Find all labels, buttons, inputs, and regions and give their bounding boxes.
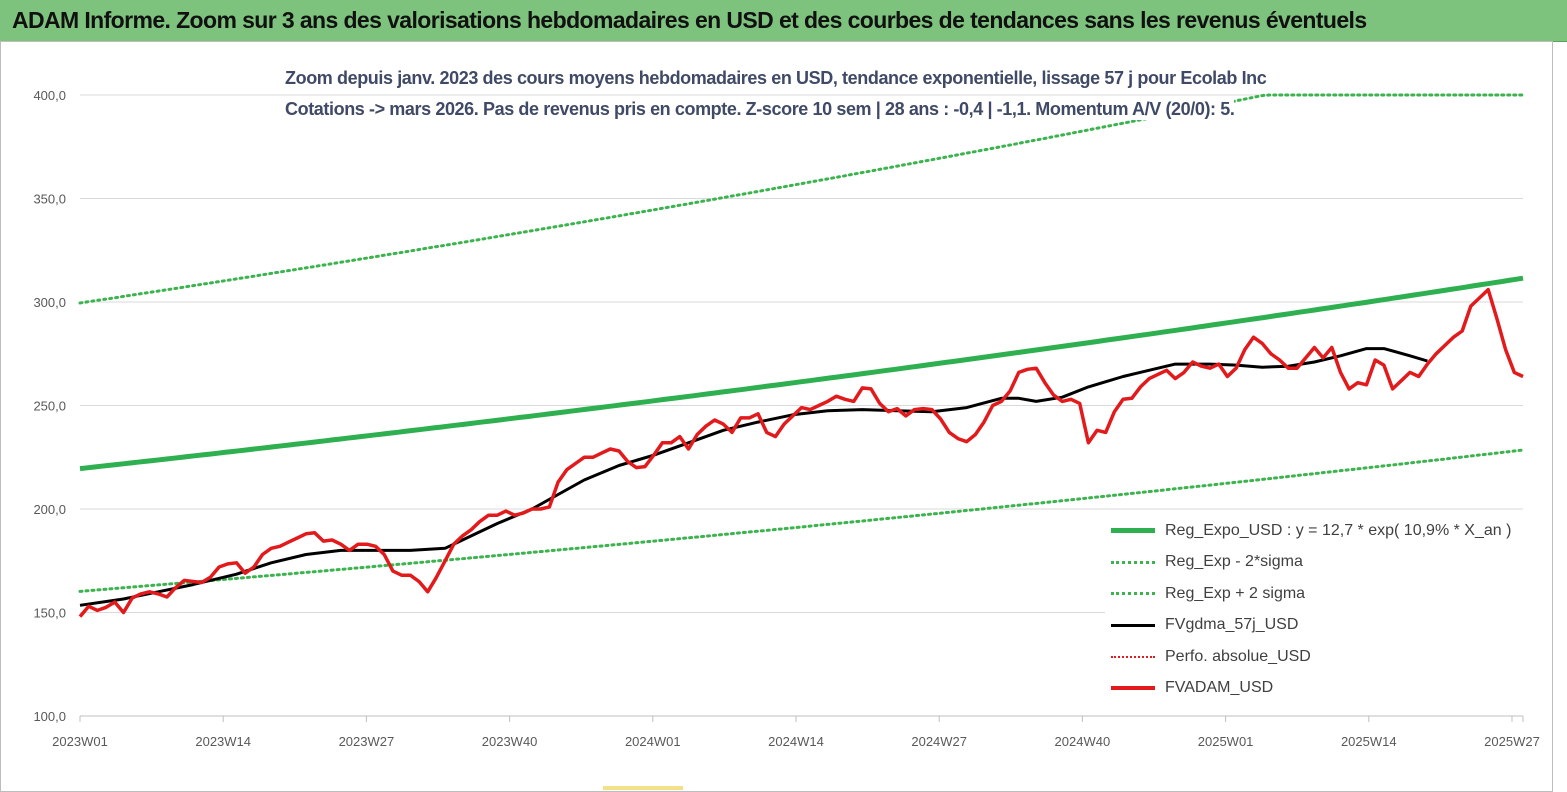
legend-item: Reg_Exp + 2 sigma: [1105, 578, 1525, 610]
series-reg-expo-usd-y-12-7-exp-10-9-x: [79, 275, 1524, 472]
legend-label: FVgdma_57j_USD: [1165, 616, 1299, 634]
legend-item: Reg_Expo_USD : y = 12,7 * exp( 10,9% * X…: [1105, 515, 1525, 547]
y-tick-label: 100,0: [33, 709, 66, 724]
series-fvgdma-57j-usd: [79, 347, 1428, 607]
legend-item: Reg_Exp - 2*sigma: [1105, 547, 1525, 579]
legend-item: FVADAM_USD: [1105, 673, 1525, 705]
legend-swatch: [1111, 560, 1155, 564]
chart-main-title: ADAM Informe. Zoom sur 3 ans des valoris…: [12, 7, 1367, 33]
legend-item: FVgdma_57j_USD: [1105, 610, 1525, 642]
legend-swatch: [1111, 655, 1155, 658]
y-tick-label: 200,0: [33, 502, 66, 517]
legend-label: Reg_Exp - 2*sigma: [1165, 553, 1303, 571]
x-axis: 2023W01 2023W14 2023W27 2023W40 2024W01 2024W…: [52, 715, 1540, 749]
legend-item: Perfo. absolue_USD: [1105, 641, 1525, 673]
plot-area: [78, 93, 1525, 618]
x-tick-label: 2024W14: [768, 734, 824, 749]
chart-subtitle-line2: Cotations -> mars 2026. Pas de revenus p…: [285, 99, 1235, 120]
sheet-tab-marker: [603, 786, 683, 790]
series-reg-exp-2-sigma: [78, 93, 1525, 305]
x-tick-label: 2025W27: [1484, 734, 1540, 749]
legend-label: Reg_Expo_USD : y = 12,7 * exp( 10,9% * X…: [1165, 521, 1512, 539]
legend-label: FVADAM_USD: [1165, 679, 1274, 697]
y-tick-label: 300,0: [33, 295, 66, 310]
title-banner: ADAM Informe. Zoom sur 3 ans des valoris…: [0, 0, 1567, 42]
x-tick-label: 2025W14: [1341, 734, 1397, 749]
chart-legend: Reg_Expo_USD : y = 12,7 * exp( 10,9% * X…: [1105, 515, 1525, 704]
chart-subtitle-line1: Zoom depuis janv. 2023 des cours moyens …: [285, 68, 1267, 89]
x-tick-label: 2023W27: [339, 734, 395, 749]
y-tick-label: 400,0: [33, 88, 66, 103]
x-tick-label: 2023W01: [52, 734, 108, 749]
legend-swatch: [1111, 623, 1155, 627]
series-fvadam-usd: [78, 287, 1524, 618]
y-tick-label: 150,0: [33, 606, 66, 621]
legend-swatch: [1111, 686, 1155, 691]
legend-label: Perfo. absolue_USD: [1165, 647, 1311, 665]
y-tick-label: 350,0: [33, 192, 66, 207]
x-tick-label: 2023W14: [195, 734, 251, 749]
x-tick-label: 2025W01: [1198, 734, 1254, 749]
x-tick-label: 2024W40: [1055, 734, 1111, 749]
legend-swatch: [1111, 592, 1155, 596]
legend-label: Reg_Exp + 2 sigma: [1165, 584, 1306, 602]
y-axis: 400,0 350,0 300,0 250,0 200,0 150,0 100,0: [33, 88, 66, 724]
legend-swatch: [1111, 528, 1155, 534]
series-reg-exp-2-sigma: [78, 448, 1525, 593]
y-tick-label: 250,0: [33, 399, 66, 414]
x-tick-label: 2024W27: [911, 734, 967, 749]
x-tick-label: 2023W40: [482, 734, 538, 749]
x-tick-label: 2024W01: [625, 734, 681, 749]
